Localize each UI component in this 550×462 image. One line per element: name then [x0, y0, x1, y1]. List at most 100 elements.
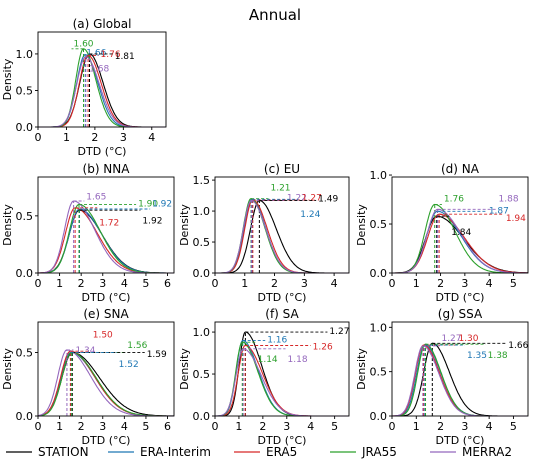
y-tick-label: 0.0	[16, 267, 34, 280]
annotation-label: 1.49	[318, 195, 338, 205]
series-line-station	[392, 215, 528, 274]
annotation-label: 1.50	[93, 331, 113, 341]
x-tick-label: 1	[56, 277, 63, 290]
x-tick-label: 0	[212, 277, 219, 290]
x-tick-label: 5	[510, 277, 517, 290]
legend-label-era5: ERA5	[266, 445, 297, 459]
annotation-label: 1.26	[313, 342, 333, 352]
panel-5: 1.27 1.16 1.26 1.14 1.18 0 1 2 3 4 5 0.0 0.5 1.0 (f) S…	[178, 307, 349, 447]
annotation-label: 1.66	[86, 48, 106, 58]
series-line-era-interim	[215, 198, 349, 274]
x-tick-label: 3	[99, 420, 106, 433]
y-tick-label: 1.0	[370, 169, 388, 182]
x-tick-label: 2	[78, 420, 85, 433]
series-line-merra2	[37, 349, 174, 417]
x-tick-label: 0	[35, 420, 42, 433]
panel-title: (d) NA	[441, 162, 480, 176]
figure-title: Annual	[249, 6, 301, 24]
annotation-label: 1.76	[444, 195, 464, 205]
panel-title: (e) SNA	[83, 307, 129, 321]
annotation-label: 1.38	[488, 351, 508, 361]
annotation-label: 1.14	[258, 355, 278, 365]
annotation-label: 1.18	[288, 355, 308, 365]
annotation-label: 1.66	[508, 341, 528, 351]
x-axis-label: DTD (°C)	[436, 291, 485, 304]
x-tick-label: 0	[389, 420, 396, 433]
y-tick-label: 0.0	[16, 410, 34, 423]
x-tick-label: 0	[212, 420, 219, 433]
x-tick-label: 1	[413, 277, 420, 290]
x-tick-label: 2	[78, 277, 85, 290]
y-axis-label: Density	[178, 204, 191, 246]
panel-2: 1.211.221.271.49 1.24 0 1 2 3 4 0.0 0.5 1.0 1.5 (c)…	[178, 162, 350, 304]
y-axis-label: Density	[355, 348, 368, 390]
y-tick-label: 0.5	[193, 368, 211, 381]
plot-frame	[37, 31, 167, 128]
y-tick-label: 1.0	[370, 321, 388, 334]
annotation-label: 1.76	[101, 50, 121, 60]
annotation-label: 1.84	[451, 228, 471, 238]
x-tick-label: 5	[142, 420, 149, 433]
x-tick-label: 4	[307, 420, 314, 433]
x-tick-label: 6	[164, 277, 171, 290]
y-tick-label: 0.5	[193, 236, 211, 249]
plot-frame	[214, 321, 350, 417]
x-axis-label: DTD (°C)	[82, 434, 131, 447]
x-tick-label: 3	[99, 277, 106, 290]
series-line-merra2	[392, 208, 528, 274]
annotation-label: 1.34	[75, 346, 95, 356]
panel-0: 1.601.661.761.81 1.68 0 1 2 3 4 0.0 0.5 1.0 (a) Gl…	[1, 17, 167, 158]
x-tick-label: 2	[259, 420, 266, 433]
x-tick-label: 2	[437, 277, 444, 290]
x-axis-label: DTD (°C)	[436, 434, 485, 447]
series-line-jra55	[38, 48, 166, 128]
y-tick-label: 1.0	[193, 205, 211, 218]
y-tick-label: 0.5	[370, 366, 388, 379]
x-tick-label: 2	[437, 420, 444, 433]
x-tick-label: 5	[510, 420, 517, 433]
legend-label-jra55: JRA55	[361, 445, 397, 459]
series-line-merra2	[38, 200, 174, 274]
x-tick-label: 1	[413, 420, 420, 433]
y-tick-label: 0.0	[193, 410, 211, 423]
y-axis-label: Density	[1, 204, 14, 246]
legend: STATION ERA-Interim ERA5 JRA55 MERRA2	[6, 445, 512, 459]
plot-frame	[391, 321, 529, 417]
annotation-label: 1.35	[467, 351, 487, 361]
x-tick-label: 1	[235, 420, 242, 433]
y-tick-label: 0.0	[193, 267, 211, 280]
x-axis-label: DTD (°C)	[78, 145, 127, 158]
panel-1: 1.651.901.921.72 1.920 1 2 3 4 5 60.00.5(b) NNA…	[1, 162, 175, 304]
x-tick-label: 5	[331, 420, 338, 433]
y-tick-label: 0.0	[370, 267, 388, 280]
annotation-label: 1.65	[86, 192, 106, 202]
annotation-label: 1.94	[506, 214, 526, 224]
series-line-jra55	[215, 198, 349, 274]
annotation-label: 1.27	[302, 193, 322, 203]
x-axis-label: DTD (°C)	[258, 291, 307, 304]
x-axis-label: DTD (°C)	[82, 291, 131, 304]
x-axis-label: DTD (°C)	[258, 434, 307, 447]
y-tick-label: 0.0	[16, 121, 34, 134]
plot-frame	[391, 176, 529, 274]
annotation-label: 1.60	[73, 40, 93, 50]
x-tick-label: 4	[121, 420, 128, 433]
y-axis-label: Density	[178, 348, 191, 390]
x-tick-label: 0	[389, 277, 396, 290]
panel-title: (g) SSA	[438, 307, 483, 321]
panel-4: 1.50 1.56 1.34 1.59 1.52 0 1 2 3 4 5 6 0.0 0.5 (e) SNA…	[1, 307, 175, 447]
x-tick-label: 3	[461, 420, 468, 433]
annotation-label: 1.27	[329, 327, 349, 337]
y-tick-label: 0.5	[370, 218, 388, 231]
annotation-label: 1.30	[458, 334, 478, 344]
x-tick-label: 4	[486, 420, 493, 433]
x-tick-label: 4	[331, 277, 338, 290]
series-line-jra55	[38, 203, 174, 274]
panel-title: (f) SA	[265, 307, 299, 321]
panel-title: (c) EU	[264, 162, 300, 176]
legend-label-merra2: MERRA2	[462, 445, 512, 459]
annotation-label: 1.92	[152, 199, 172, 209]
annotation-label: 1.92	[142, 216, 162, 226]
annotation-label: 1.90	[138, 199, 158, 209]
legend-label-era-interim: ERA-Interim	[140, 445, 211, 459]
